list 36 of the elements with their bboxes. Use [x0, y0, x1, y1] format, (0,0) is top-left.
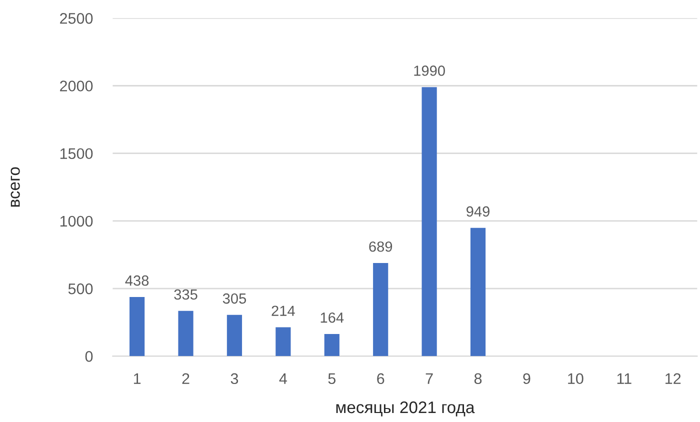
y-tick-label: 500 [68, 283, 93, 294]
bar [470, 228, 486, 356]
x-tick-label: 6 [377, 373, 384, 384]
data-label: 164 [320, 312, 344, 323]
bar [130, 296, 145, 356]
bar [276, 327, 291, 356]
y-tick-label: 0 [85, 351, 93, 362]
y-axis-title: всего [10, 167, 20, 207]
x-tick-label: 2 [182, 373, 190, 384]
bar [422, 87, 437, 356]
y-tick-label: 1000 [60, 216, 93, 227]
bar [178, 310, 194, 356]
x-tick-label: 10 [568, 373, 584, 384]
data-label: 689 [369, 241, 392, 252]
bar [324, 334, 340, 356]
data-label: 214 [272, 306, 295, 316]
x-tick-label: 1 [134, 373, 141, 384]
x-tick-label: 9 [523, 373, 530, 384]
x-tick-label: 8 [474, 373, 482, 384]
y-tick-label: 2000 [60, 80, 93, 92]
bar [226, 314, 242, 356]
data-label: 305 [222, 293, 246, 304]
bar [373, 263, 388, 356]
y-tick-label: 1500 [60, 148, 93, 160]
data-label: 949 [466, 206, 490, 217]
x-tick-label: 11 [617, 373, 632, 384]
x-tick-label: 3 [230, 373, 238, 384]
data-label: 1990 [414, 66, 445, 76]
x-tick-label: 4 [279, 373, 287, 384]
y-tick-label: 2500 [60, 13, 93, 24]
data-label: 438 [125, 275, 149, 286]
x-axis-title: месяцы 2021 года [336, 401, 475, 416]
data-label: 335 [174, 289, 198, 300]
x-tick-label: 12 [666, 373, 681, 384]
x-tick-label: 7 [426, 373, 433, 384]
x-tick-label: 5 [328, 373, 336, 384]
